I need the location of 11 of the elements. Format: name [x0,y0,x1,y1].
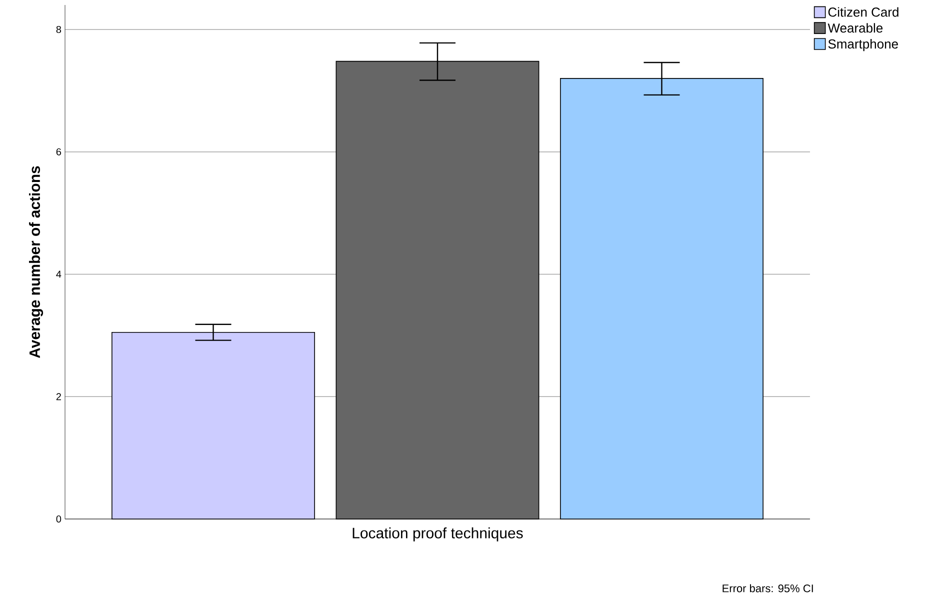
y-tick-label: 4 [56,270,62,278]
legend-label: Citizen Card [828,7,898,17]
y-tick-label: 0 [56,515,62,523]
y-tick-label: 2 [56,393,61,400]
y-axis-title: Average number of actions [29,166,44,358]
legend-label: Wearable [828,23,883,33]
y-tick-label: 6 [56,148,62,156]
text: Error bars: 95% CI [722,584,813,592]
y-tick-label: 8 [56,26,62,34]
x-axis-title: Location proof techniques [352,527,523,542]
legend-label: Smartphone [828,39,898,52]
